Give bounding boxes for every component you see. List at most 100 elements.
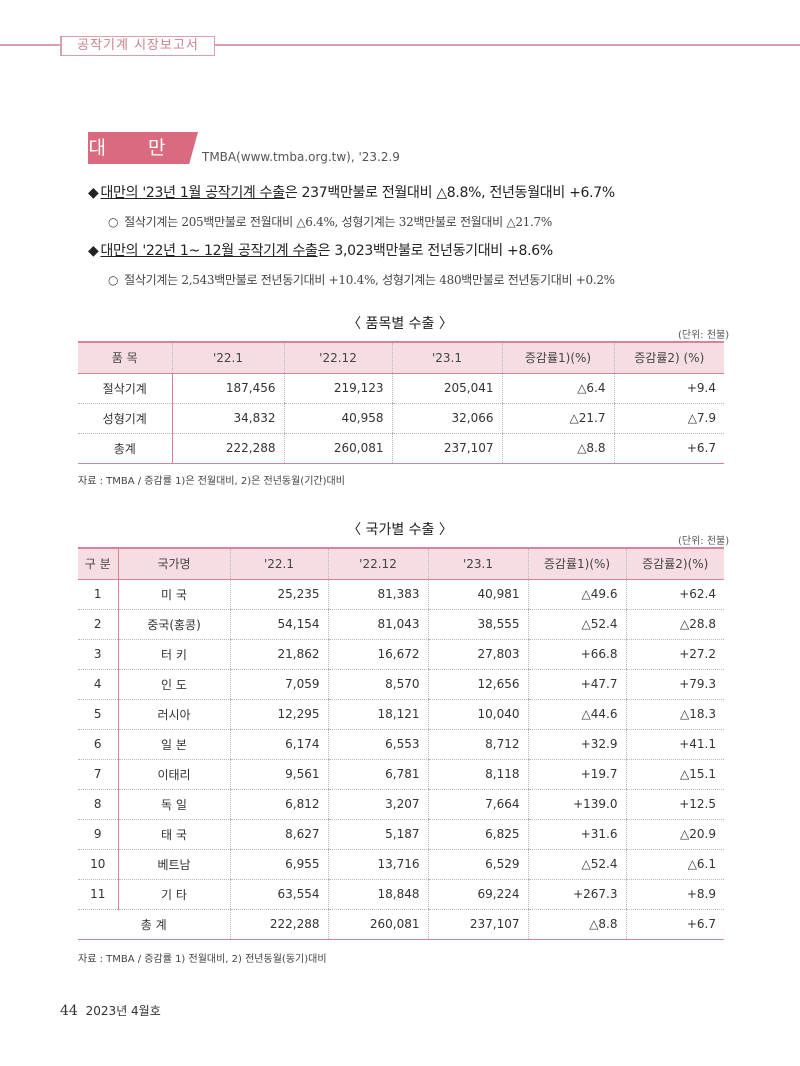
table2-cell: 18,848 xyxy=(327,879,428,910)
table2-header: 구 분 xyxy=(78,547,119,580)
country-label: 대 만 xyxy=(88,132,198,164)
bullet-2-rest: 은 3,023백만불로 전년동기대비 +8.6% xyxy=(317,243,554,259)
bullet-1: ◆ 대만의 '23년 1월 공작기계 수출은 237백만불로 전월대비 △8.8%… xyxy=(88,182,615,202)
table2-country-exports: 구 분 국가명 '22.1 '22.12 '23.1 증감률1)(%) 증감률2… xyxy=(78,547,724,940)
table2-cell: 38,555 xyxy=(427,609,528,640)
table2-cell: +47.7 xyxy=(527,669,626,700)
table2-cell: +66.8 xyxy=(527,639,626,670)
table2-cell: △15.1 xyxy=(625,759,724,790)
table2-total-cell: +6.7 xyxy=(625,909,724,940)
table2-header: '22.12 xyxy=(327,547,428,580)
table1-cell: 절삭기계 xyxy=(78,373,173,404)
table2-cell: 21,862 xyxy=(229,639,328,670)
table2-cell: 기 타 xyxy=(117,879,230,910)
table2-cell: +62.4 xyxy=(625,579,724,610)
table2-cell: 2 xyxy=(78,609,119,640)
table2-cell: 69,224 xyxy=(427,879,528,910)
table2-cell: 6,529 xyxy=(427,849,528,880)
table1-cell: 260,081 xyxy=(283,433,392,464)
table2-cell: 27,803 xyxy=(427,639,528,670)
table1-cell: +6.7 xyxy=(613,433,724,464)
table2-cell: +19.7 xyxy=(527,759,626,790)
table2-note: 자료 : TMBA / 증감률 1) 전월대비, 2) 전년동월(동기)대비 xyxy=(78,954,327,965)
table-row: 2 중국(홍콩) 54,154 81,043 38,555 △52.4 △28.8 xyxy=(78,609,724,640)
table2-cell: 6,955 xyxy=(229,849,328,880)
table2-cell: 일 본 xyxy=(117,729,230,760)
bullet-1-sub: ○ 절삭기계는 205백만불로 전월대비 △6.4%, 성형기계는 32백만불로 … xyxy=(108,213,552,230)
table2-cell: 이태리 xyxy=(117,759,230,790)
table-row: 5 러시아 12,295 18,121 10,040 △44.6 △18.3 xyxy=(78,699,724,730)
table2-cell: 8,570 xyxy=(327,669,428,700)
issue-label: 2023년 4월호 xyxy=(85,1004,161,1018)
circle-bullet-icon: ○ xyxy=(108,215,119,229)
bullet-1-rest: 은 237백만불로 전월대비 △8.8%, 전년동월대비 +6.7% xyxy=(284,185,615,201)
table2-cell: 4 xyxy=(78,669,119,700)
table1-cell: 32,066 xyxy=(391,403,502,434)
table1-title: 〈 품목별 수출 〉 xyxy=(347,316,453,332)
table1-cell: △6.4 xyxy=(501,373,614,404)
table2-cell: 독 일 xyxy=(117,789,230,820)
table2-cell: 25,235 xyxy=(229,579,328,610)
table2-cell: 8,627 xyxy=(229,819,328,850)
table2-cell: 6,781 xyxy=(327,759,428,790)
table2-cell: +12.5 xyxy=(625,789,724,820)
bullet-2-sub: ○ 절삭기계는 2,543백만불로 전년동기대비 +10.4%, 성형기계는 48… xyxy=(108,271,615,288)
table2-cell: 중국(홍콩) xyxy=(117,609,230,640)
table1-header: '23.1 xyxy=(391,341,502,374)
table2-cell: 40,981 xyxy=(427,579,528,610)
table-row: 7 이태리 9,561 6,781 8,118 +19.7 △15.1 xyxy=(78,759,724,790)
table2-cell: △49.6 xyxy=(527,579,626,610)
table1-cell: 205,041 xyxy=(391,373,502,404)
table2-cell: △52.4 xyxy=(527,609,626,640)
table2-cell: 81,043 xyxy=(327,609,428,640)
table2-cell: 81,383 xyxy=(327,579,428,610)
bullet-1-sub-text: 절삭기계는 205백만불로 전월대비 △6.4%, 성형기계는 32백만불로 전… xyxy=(124,215,552,229)
table2-cell: +267.3 xyxy=(527,879,626,910)
table2-cell: 7,664 xyxy=(427,789,528,820)
page-number: 44 xyxy=(60,1003,78,1019)
table2-cell: 7,059 xyxy=(229,669,328,700)
table1-cell: 총계 xyxy=(78,433,173,464)
table2-cell: △20.9 xyxy=(625,819,724,850)
table-row: 10 베트남 6,955 13,716 6,529 △52.4 △6.1 xyxy=(78,849,724,880)
table2-cell: +32.9 xyxy=(527,729,626,760)
table2-cell: 6 xyxy=(78,729,119,760)
table-row: 총계 222,288 260,081 237,107 △8.8 +6.7 xyxy=(78,433,724,464)
table2-cell: 10 xyxy=(78,849,119,880)
table1-header: '22.12 xyxy=(283,341,392,374)
table2-cell: +41.1 xyxy=(625,729,724,760)
table2-cell: △6.1 xyxy=(625,849,724,880)
bullet-2-sub-text: 절삭기계는 2,543백만불로 전년동기대비 +10.4%, 성형기계는 480… xyxy=(124,273,615,287)
table2-total-cell: 260,081 xyxy=(327,909,428,940)
table1-cell: △21.7 xyxy=(501,403,614,434)
table2-unit: (단위: 천불) xyxy=(678,536,730,547)
table1-cell: +9.4 xyxy=(613,373,724,404)
table2-cell: 12,656 xyxy=(427,669,528,700)
table-row: 성형기계 34,832 40,958 32,066 △21.7 △7.9 xyxy=(78,403,724,434)
country-name: 대 만 xyxy=(88,137,184,159)
table1-cell: 237,107 xyxy=(391,433,502,464)
table2-cell: +8.9 xyxy=(625,879,724,910)
table2-header: '23.1 xyxy=(427,547,528,580)
bullet-2: ◆ 대만의 '22년 1~ 12월 공작기계 수출은 3,023백만불로 전년동기… xyxy=(88,240,553,260)
table1-header: 증감률2) (%) xyxy=(613,341,724,374)
table-row: 11 기 타 63,554 18,848 69,224 +267.3 +8.9 xyxy=(78,879,724,910)
table2-cell: △44.6 xyxy=(527,699,626,730)
table2-cell: △52.4 xyxy=(527,849,626,880)
table1-cell: 187,456 xyxy=(171,373,284,404)
table2-cell: △18.3 xyxy=(625,699,724,730)
table2-cell: 13,716 xyxy=(327,849,428,880)
table-total-row: 총 계 222,288 260,081 237,107 △8.8 +6.7 xyxy=(78,909,724,940)
table-row: 절삭기계 187,456 219,123 205,041 △6.4 +9.4 xyxy=(78,373,724,404)
table1-cell: △8.8 xyxy=(501,433,614,464)
table2-cell: 베트남 xyxy=(117,849,230,880)
table1-header: 증감률1)(%) xyxy=(501,341,614,374)
table2-cell: 5,187 xyxy=(327,819,428,850)
country-source: TMBA(www.tmba.org.tw), '23.2.9 xyxy=(202,150,400,164)
table2-cell: +139.0 xyxy=(527,789,626,820)
table2-cell: 1 xyxy=(78,579,119,610)
